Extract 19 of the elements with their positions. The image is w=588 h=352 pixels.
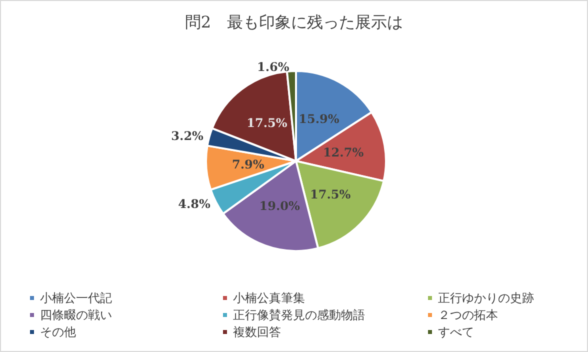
legend-label: 小楠公一代記	[40, 291, 112, 305]
legend-label: 正行ゆかりの史跡	[438, 291, 534, 305]
legend-label: 四條畷の戦い	[40, 308, 112, 322]
legend-label: 小楠公真筆集	[233, 291, 305, 305]
legend-label: 複数回答	[233, 325, 281, 339]
data-label: 4.8%	[178, 197, 212, 212]
legend-label: すべて	[438, 325, 474, 339]
legend-label: 正行像賛発見の感動物語	[233, 308, 365, 322]
data-label: 7.9%	[232, 158, 265, 172]
data-label: 1.6%	[257, 60, 290, 74]
legend-label: ２つの拓本	[438, 308, 498, 322]
data-label: 17.5%	[310, 188, 352, 202]
data-label: 15.9%	[298, 112, 340, 126]
data-label: 12.7%	[322, 146, 364, 160]
data-label: 19.0%	[259, 199, 301, 214]
legend-label: その他	[40, 325, 76, 339]
chart-title: 問2 最も印象に残った展示は	[184, 12, 404, 32]
data-label: 17.5%	[246, 116, 288, 130]
data-label: 3.2%	[171, 128, 204, 143]
